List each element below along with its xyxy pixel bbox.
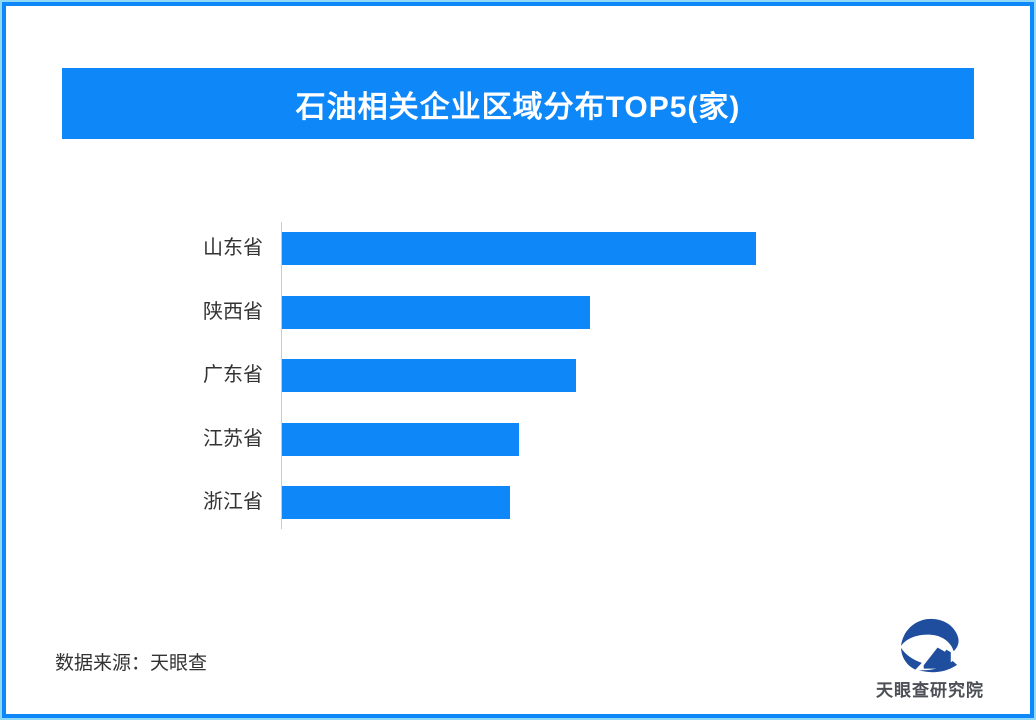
category-label: 陕西省 [203,300,263,323]
tianyancha-logo: 天眼查研究院 [858,616,1002,701]
bar [282,232,756,265]
chart-row: 江苏省 [0,422,1036,456]
chart-row: 广东省 [0,359,1036,392]
bar [282,486,510,519]
logo-text: 天眼查研究院 [876,681,984,700]
bar-chart: 山东省陕西省广东省江苏省浙江省 [0,222,1036,532]
bar [282,295,590,329]
title-banner: 石油相关企业区域分布TOP5(家) [62,68,974,139]
category-label: 山东省 [203,237,263,259]
data-source-note: 数据来源：天眼查 [55,653,208,674]
chart-row: 陕西省 [0,295,1036,329]
bar [282,359,576,392]
y-axis-line [281,222,282,529]
tianyancha-eye-logo-icon [901,618,959,673]
chart-row: 山东省 [0,232,1036,265]
chart-title: 石油相关企业区域分布TOP5(家) [295,90,741,124]
category-label: 广东省 [203,364,263,386]
category-label: 江苏省 [203,427,263,450]
bar [282,422,519,456]
category-label: 浙江省 [203,491,263,513]
chart-row: 浙江省 [0,486,1036,519]
